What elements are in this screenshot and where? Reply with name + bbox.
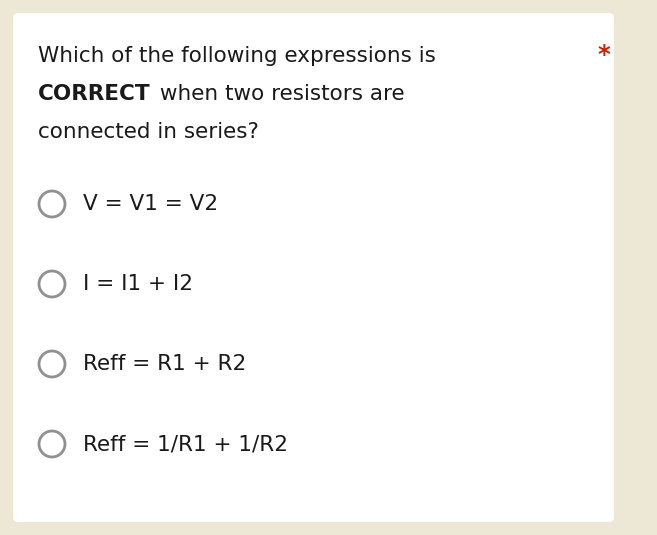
- Text: when two resistors are: when two resistors are: [152, 84, 404, 104]
- FancyBboxPatch shape: [13, 13, 614, 522]
- Text: V = V1 = V2: V = V1 = V2: [83, 194, 218, 214]
- Text: *: *: [597, 43, 610, 67]
- Text: Reff = 1/R1 + 1/R2: Reff = 1/R1 + 1/R2: [83, 434, 288, 454]
- Text: I = I1 + I2: I = I1 + I2: [83, 274, 193, 294]
- Text: Reff = R1 + R2: Reff = R1 + R2: [83, 354, 246, 374]
- Text: Which of the following expressions is: Which of the following expressions is: [38, 46, 436, 66]
- Text: CORRECT: CORRECT: [38, 84, 150, 104]
- Text: connected in series?: connected in series?: [38, 122, 259, 142]
